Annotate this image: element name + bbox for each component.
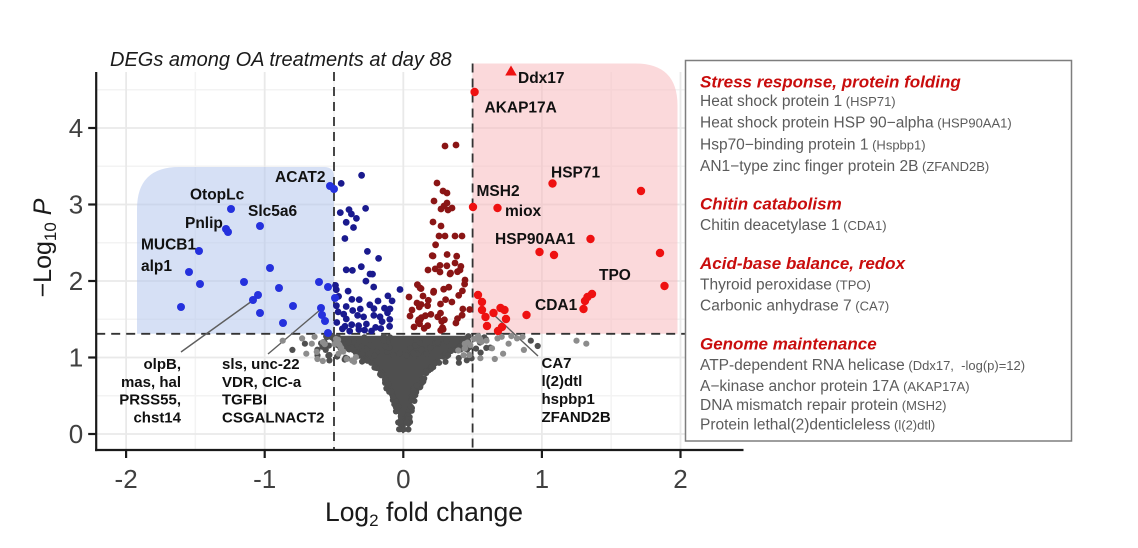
svg-text:sls, unc-22: sls, unc-22 [222,356,300,373]
svg-text:0: 0 [396,464,410,494]
svg-text:Stress response, protein foldi: Stress response, protein folding [700,73,961,92]
svg-text:4: 4 [69,113,83,143]
svg-text:Carbonic anhydrase 7 (CA7): Carbonic anhydrase 7 (CA7) [700,298,889,315]
svg-text:-2: -2 [115,464,138,494]
svg-text:2: 2 [673,464,687,494]
svg-text:ZFAND2B: ZFAND2B [542,409,611,426]
svg-text:Chitin catabolism: Chitin catabolism [700,195,842,214]
svg-text:mas, hal: mas, hal [121,374,181,391]
svg-text:DEGs among OA treatments at da: DEGs among OA treatments at day 88 [110,49,452,71]
svg-text:Chitin deacetylase 1 (CDA1): Chitin deacetylase 1 (CDA1) [700,217,887,234]
svg-text:Heat shock protein HSP 90−alph: Heat shock protein HSP 90−alpha (HSP90AA… [700,115,1012,132]
svg-text:Ddx17: Ddx17 [518,70,565,87]
svg-text:AN1−type zinc finger protein 2: AN1−type zinc finger protein 2B (ZFAND2B… [700,158,989,175]
svg-text:ACAT2: ACAT2 [275,169,326,186]
svg-text:Genome maintenance: Genome maintenance [700,335,877,354]
svg-text:Log2 fold change: Log2 fold change [325,497,523,530]
svg-text:TPO: TPO [599,267,631,284]
svg-text:olpB,: olpB, [144,356,182,373]
svg-text:1: 1 [535,464,549,494]
svg-text:CSGALNACT2: CSGALNACT2 [222,409,325,426]
svg-text:Acid-base balance, redox: Acid-base balance, redox [699,254,907,273]
svg-text:2: 2 [69,266,83,296]
svg-text:hspbp1: hspbp1 [542,391,595,408]
svg-text:0: 0 [69,419,83,449]
svg-text:CA7: CA7 [542,355,572,372]
svg-text:ATP-dependent RNA helicase (Dd: ATP-dependent RNA helicase (Ddx17, -log(… [700,357,1025,374]
svg-text:Hsp70−binding protein 1 (Hspbp: Hsp70−binding protein 1 (Hspbp1) [700,137,926,154]
svg-text:Slc5a6: Slc5a6 [248,203,298,220]
svg-text:-1: -1 [253,464,276,494]
svg-text:CDA1: CDA1 [535,297,578,314]
svg-text:1: 1 [69,343,83,373]
svg-text:Protein lethal(2)denticleless: Protein lethal(2)denticleless (l(2)dtl) [700,417,935,434]
svg-text:HSP71: HSP71 [551,165,600,182]
svg-text:Pnlip: Pnlip [185,215,223,232]
svg-text:alp1: alp1 [141,258,172,275]
svg-text:l(2)dtl: l(2)dtl [542,373,583,390]
svg-text:3: 3 [69,190,83,220]
svg-text:HSP90AA1: HSP90AA1 [495,231,575,248]
svg-text:A−kinase anchor protein 17A (A: A−kinase anchor protein 17A (AKAP17A) [700,378,970,395]
svg-text:TGFBI: TGFBI [222,392,267,409]
svg-text:−Log10 P: −Log10 P [29,198,60,297]
svg-text:MSH2: MSH2 [477,183,520,200]
svg-text:miox: miox [505,203,542,220]
svg-text:MUCB1: MUCB1 [141,237,196,254]
svg-text:OtopLc: OtopLc [190,187,245,204]
svg-text:chst14: chst14 [133,409,181,426]
svg-text:DNA mismatch repair protein (M: DNA mismatch repair protein (MSH2) [700,397,947,414]
svg-text:Thyroid peroxidase (TPO): Thyroid peroxidase (TPO) [700,277,871,294]
svg-text:AKAP17A: AKAP17A [485,100,557,117]
svg-text:Heat shock protein 1 (HSP71): Heat shock protein 1 (HSP71) [700,93,896,110]
svg-text:PRSS55,: PRSS55, [119,392,181,409]
svg-text:VDR, ClC-a: VDR, ClC-a [222,374,302,391]
